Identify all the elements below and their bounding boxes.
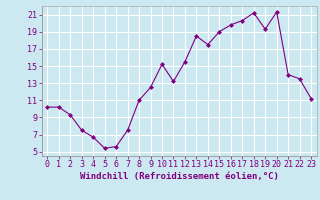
X-axis label: Windchill (Refroidissement éolien,°C): Windchill (Refroidissement éolien,°C) — [80, 172, 279, 181]
